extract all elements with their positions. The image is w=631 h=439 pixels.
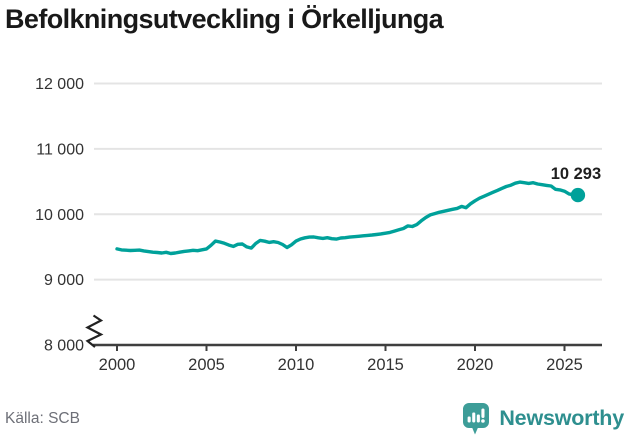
- latest-value-label: 10 293: [551, 165, 601, 183]
- latest-value-dot: [570, 187, 586, 203]
- newsworthy-logo: Newsworthy: [461, 401, 624, 436]
- y-tick-label: 11 000: [36, 141, 84, 158]
- bar-chart-speech-bubble-icon: [463, 403, 490, 435]
- y-tick-label: 8 000: [44, 338, 84, 355]
- x-tick-label: 2015: [367, 356, 404, 374]
- population-series-line: [115, 180, 580, 256]
- y-tick-label: 12 000: [35, 76, 84, 93]
- x-tick-label: 2025: [546, 356, 583, 374]
- axis-break-icon: [85, 314, 104, 348]
- x-tick-label: 2005: [188, 356, 225, 374]
- brand-name: Newsworthy: [499, 406, 624, 430]
- y-tick-label: 9 000: [44, 272, 84, 289]
- x-tick-label: 2010: [278, 356, 315, 374]
- x-tick-label: 2020: [457, 356, 494, 374]
- y-tick-label: 10 000: [35, 207, 84, 224]
- x-tick-label: 2000: [99, 356, 136, 374]
- source-label: Källa: SCB: [5, 410, 80, 427]
- page-title: Befolkningsutveckling i Örkelljunga: [5, 4, 444, 34]
